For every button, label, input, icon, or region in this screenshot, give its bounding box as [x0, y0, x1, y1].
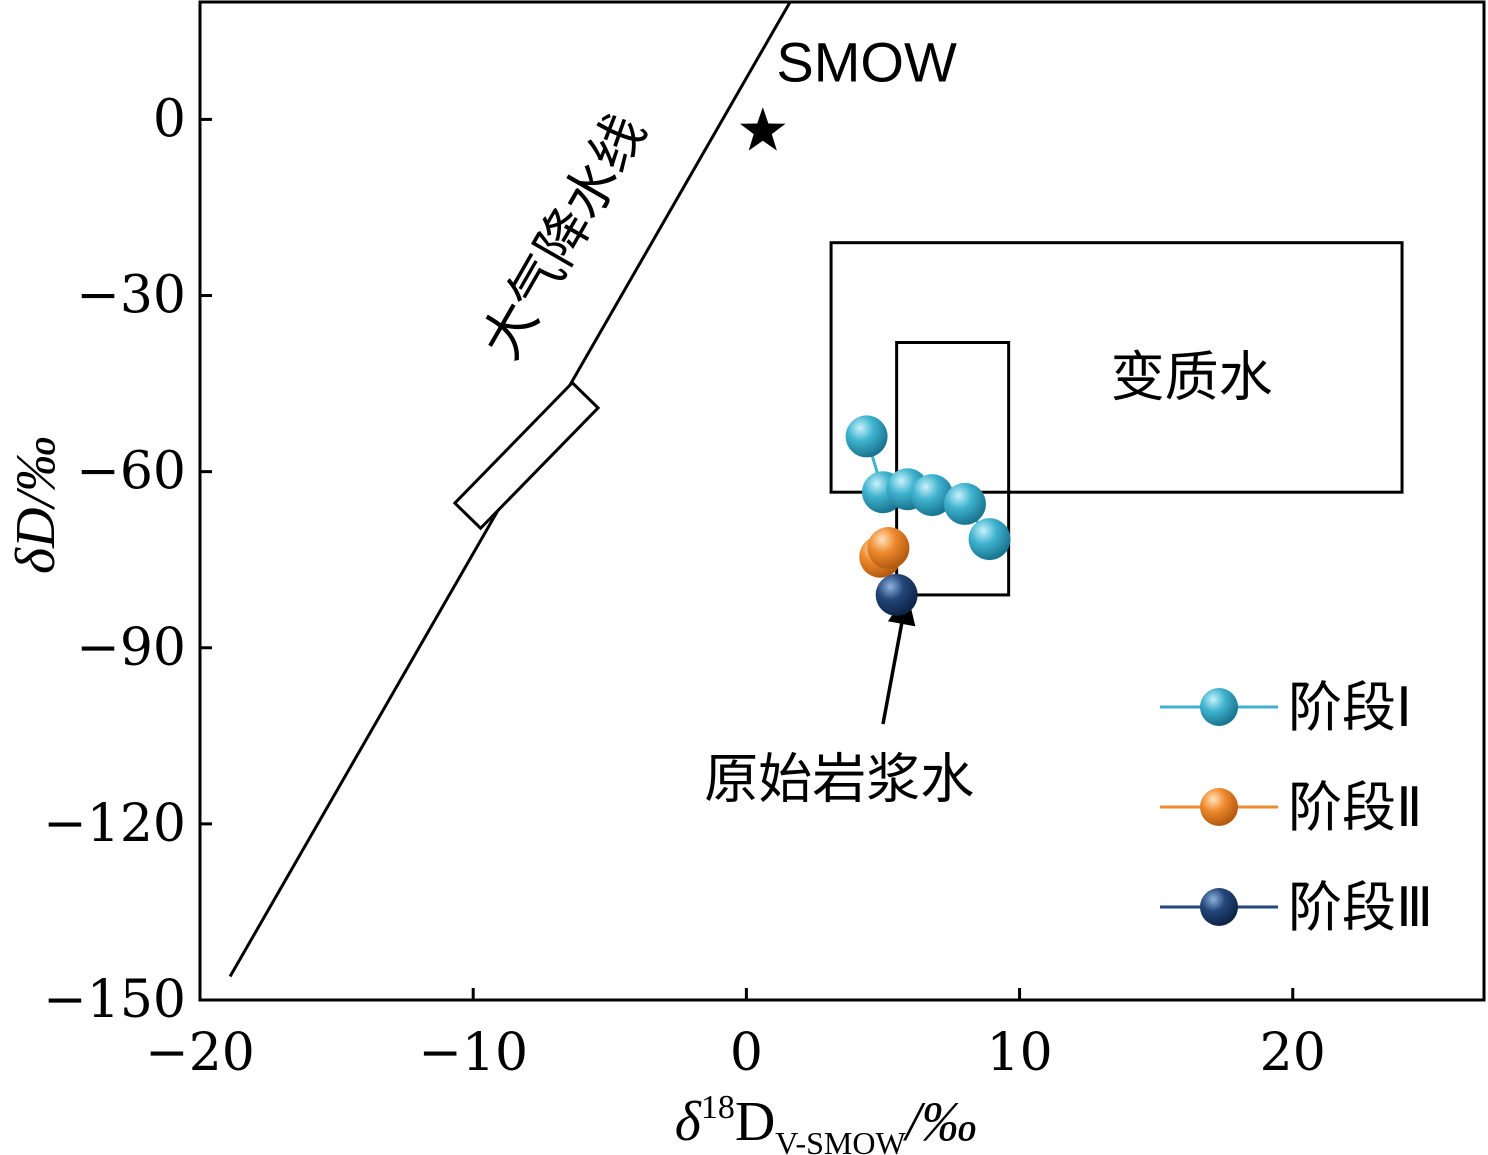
series-layer — [845, 415, 1011, 616]
axes: −20 −10 0 10 20 0 −30 −60 −90 −120 −150 δ18DV-SMOW/… — [5, 89, 1326, 1155]
meteoric-water-box — [452, 380, 601, 531]
legend-item-3: 阶段Ⅲ — [1160, 876, 1433, 939]
series-2-point-2 — [867, 526, 910, 569]
metamorphic-water-box — [829, 241, 1404, 494]
smow-label: SMOW — [776, 30, 957, 93]
legend-label-1: 阶段Ⅰ — [1288, 676, 1412, 739]
y-tick-label: −30 — [76, 266, 186, 326]
metamorphic-water-label: 变质水 — [1111, 345, 1273, 408]
x-tick-label: −10 — [418, 1023, 528, 1083]
series-1-point-6 — [968, 518, 1011, 561]
legend-item-2: 阶段Ⅱ — [1160, 776, 1423, 839]
legend: 阶段Ⅰ 阶段Ⅱ 阶段Ⅲ — [1160, 676, 1433, 939]
x-tick-label: 10 — [986, 1023, 1052, 1083]
y-tick-label: −120 — [43, 794, 186, 854]
x-tick-label: 0 — [730, 1023, 763, 1083]
magmatic-water-arrow — [881, 592, 916, 725]
y-tick-label: −60 — [76, 442, 186, 502]
y-tick-label: −90 — [76, 618, 186, 678]
series-3 — [875, 573, 918, 616]
series-1-point-1 — [845, 415, 888, 458]
y-tick-label: 0 — [153, 89, 186, 149]
y-axis-title: δD/‰ — [5, 436, 67, 574]
x-tick-label: −20 — [145, 1023, 255, 1083]
legend-marker-1 — [1200, 688, 1238, 726]
series-1-point-4 — [911, 474, 954, 517]
plot-frame — [198, 0, 1486, 1002]
plot-area — [198, 0, 1486, 1002]
legend-label-3: 阶段Ⅲ — [1288, 876, 1433, 939]
legend-item-1: 阶段Ⅰ — [1160, 676, 1412, 739]
legend-label-2: 阶段Ⅱ — [1288, 776, 1423, 839]
meteoric-water-label: 大气降水线 — [469, 104, 658, 369]
y-tick-label: −150 — [43, 970, 186, 1030]
series-3-point-1 — [875, 573, 918, 616]
legend-marker-3 — [1200, 888, 1238, 926]
x-axis-title: δ18DV-SMOW/‰ — [675, 1089, 977, 1155]
magmatic-water-box — [895, 340, 1011, 597]
smow-star-icon — [739, 107, 786, 151]
series-1-point-5 — [943, 482, 986, 525]
series-2 — [859, 526, 910, 578]
legend-marker-2 — [1200, 788, 1238, 826]
magmatic-water-label: 原始岩浆水 — [704, 747, 974, 810]
series-1 — [845, 415, 1011, 561]
x-tick-label: 20 — [1260, 1023, 1326, 1083]
